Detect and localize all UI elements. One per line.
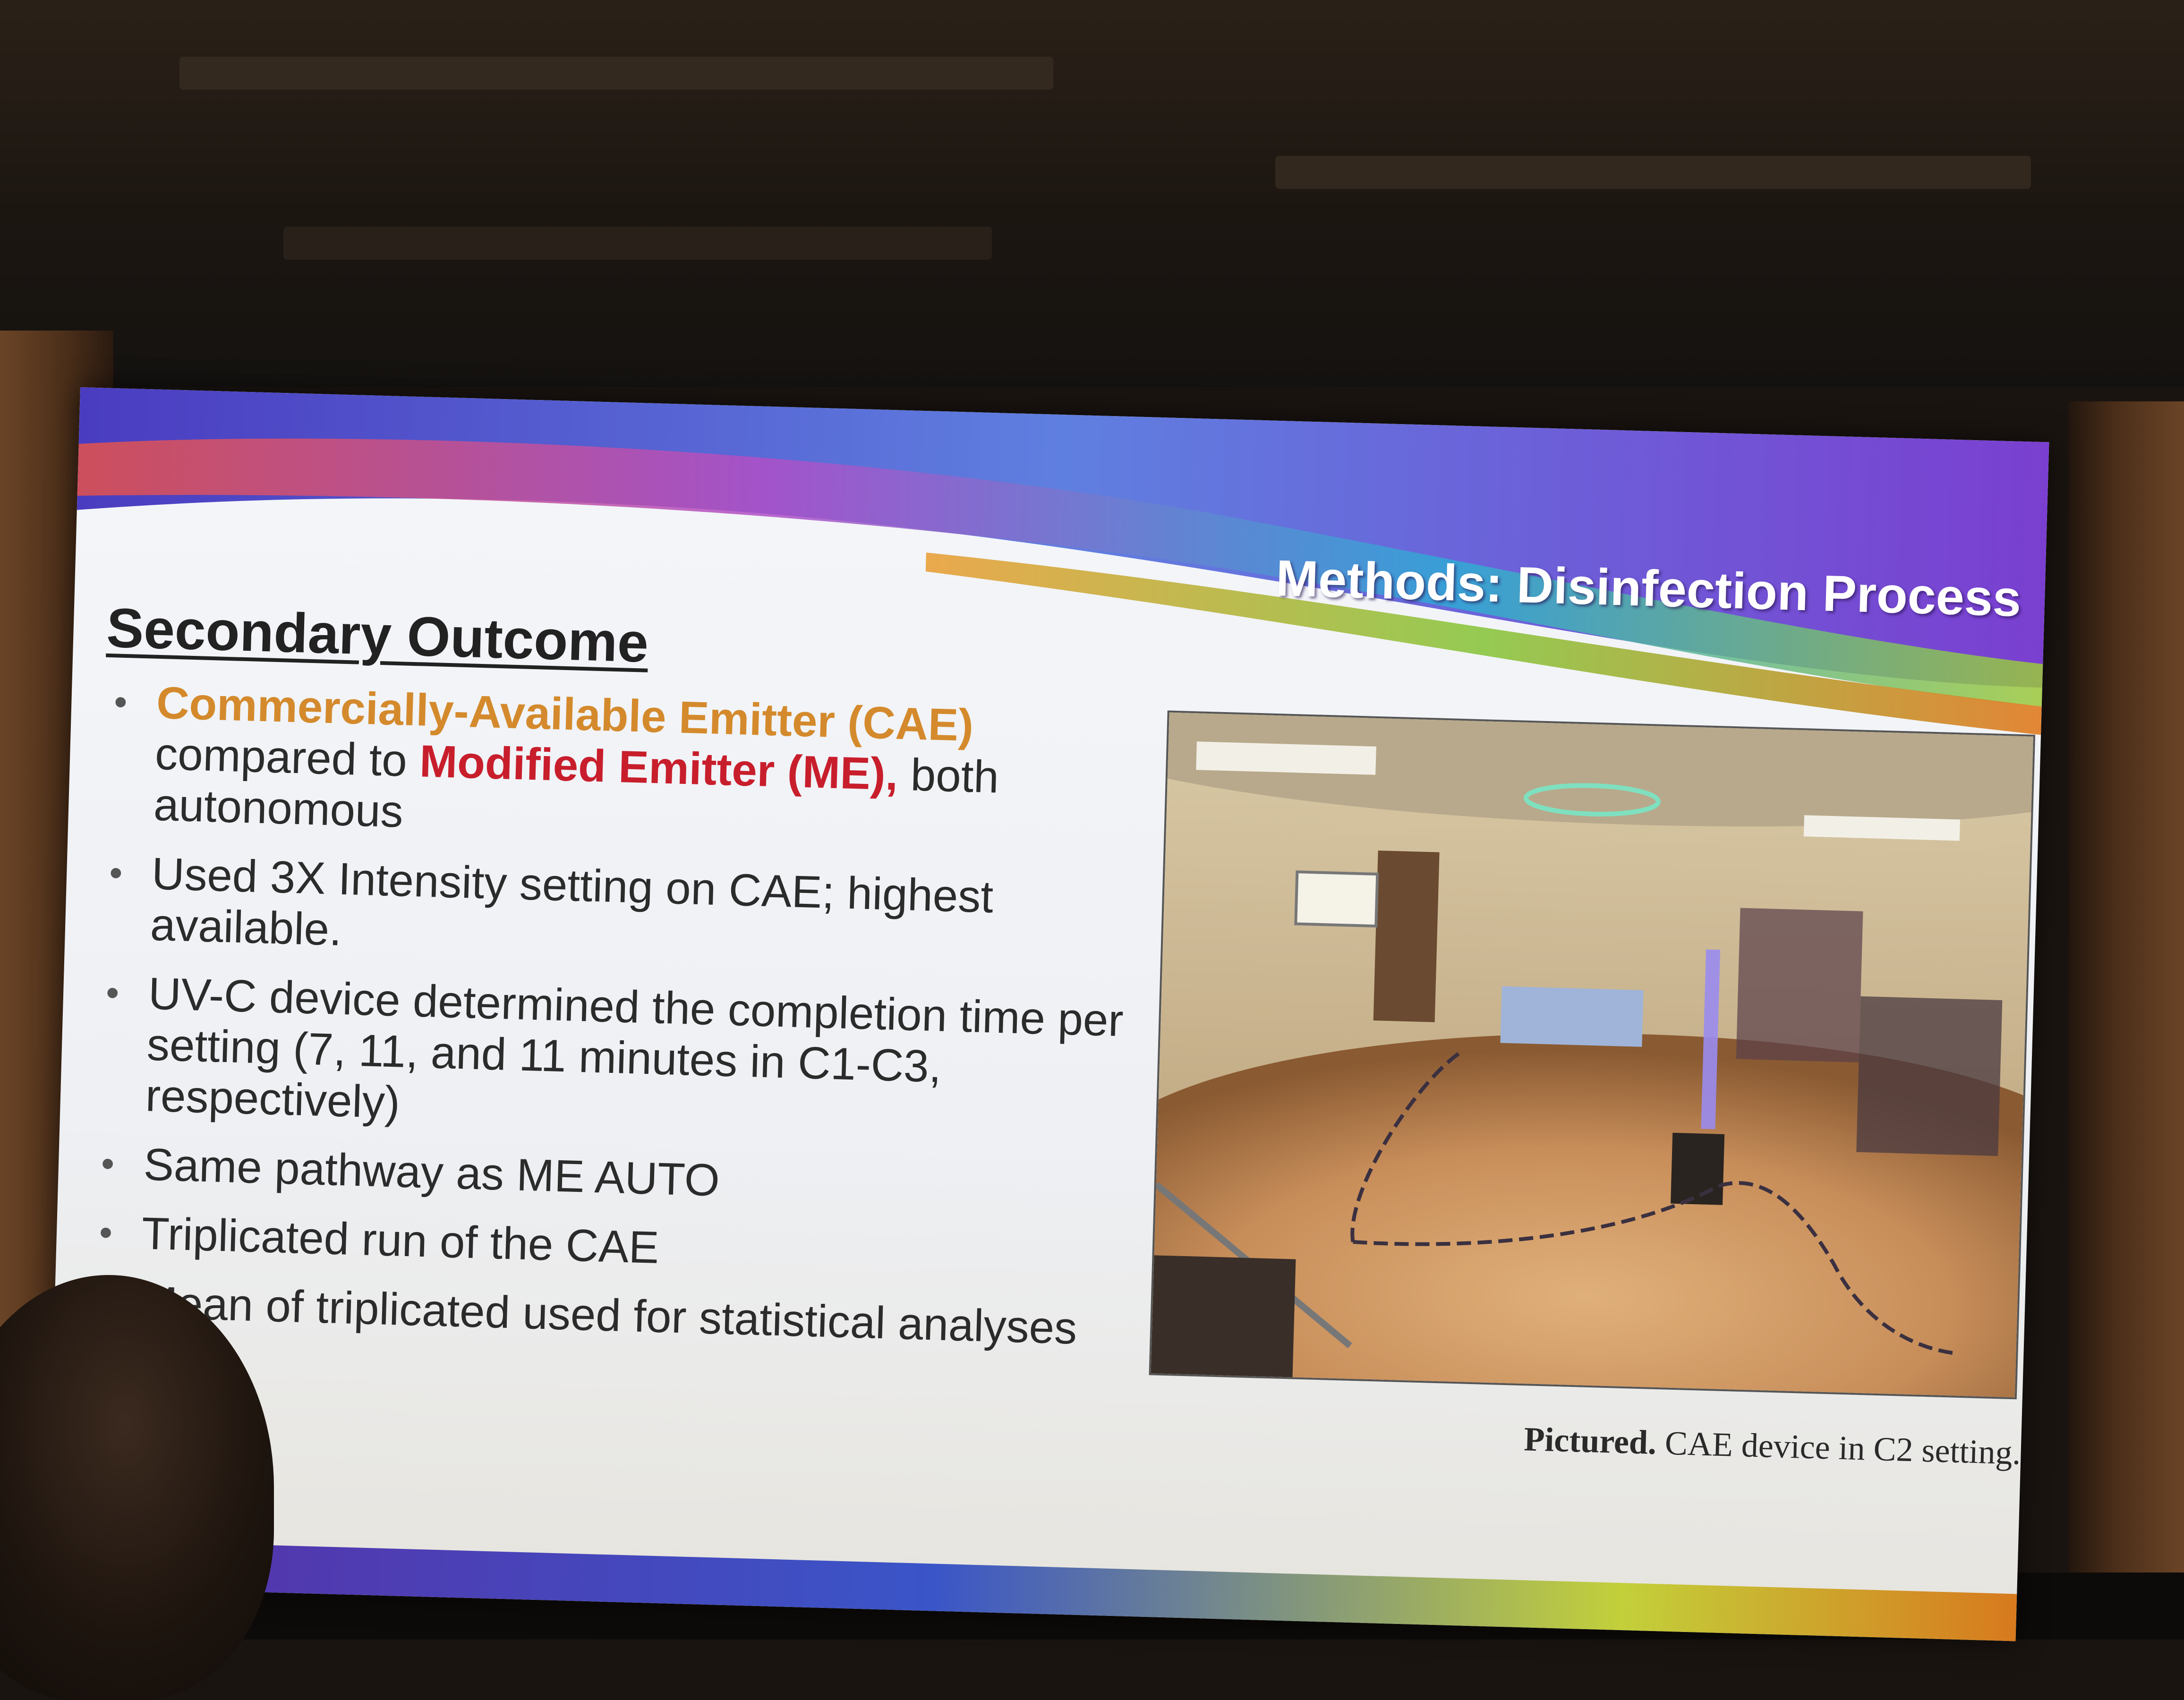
bullet-item: Used 3X Intensity setting on CAE; highes… bbox=[98, 847, 1153, 978]
bullet-item: UV-C device determined the completion ti… bbox=[93, 967, 1150, 1149]
right-wall bbox=[2069, 401, 2184, 1640]
ceiling-light bbox=[1196, 741, 1376, 775]
bullet-list: Commercially-Available Emitter (CAE) com… bbox=[86, 676, 1158, 1374]
slide-header-swoosh bbox=[77, 387, 2049, 735]
bullet-item: Mean of triplicated used for statistical… bbox=[87, 1275, 1141, 1356]
audience-head-silhouette bbox=[0, 1275, 274, 1700]
ceiling-light bbox=[1803, 815, 1960, 841]
bullet-text: Mean of triplicated used for statistical… bbox=[139, 1277, 1078, 1354]
uv-robot bbox=[1671, 1132, 1725, 1205]
auditorium-ceiling bbox=[0, 0, 2184, 387]
bullet-text: UV-C device determined the completion ti… bbox=[145, 968, 1124, 1128]
door bbox=[1373, 850, 1440, 1022]
bullet-item: Commercially-Available Emitter (CAE) com… bbox=[101, 676, 1158, 858]
operating-table bbox=[1500, 986, 1644, 1047]
caption-label: Pictured. bbox=[1523, 1420, 1657, 1462]
photo-caption: Pictured. CAE device in C2 setting. bbox=[1336, 1414, 2022, 1472]
bullet-text: compared to bbox=[154, 728, 420, 787]
bullet-item: Triplicated run of the CAE bbox=[89, 1207, 1143, 1287]
surgical-light bbox=[1523, 783, 1661, 816]
whiteboard bbox=[1294, 870, 1379, 928]
bullet-text: Triplicated run of the CAE bbox=[141, 1208, 660, 1273]
bullet-text: Same pathway as ME AUTO bbox=[143, 1139, 721, 1206]
equipment-cart bbox=[1736, 908, 1863, 1062]
ceiling-beam bbox=[283, 227, 992, 260]
caption-text: CAE device in C2 setting. bbox=[1655, 1424, 2022, 1472]
bullet-item: Same pathway as ME AUTO bbox=[91, 1138, 1145, 1218]
operating-room-photo bbox=[1149, 710, 2036, 1400]
bullet-text: Used 3X Intensity setting on CAE; highes… bbox=[149, 848, 994, 955]
ceiling-beam bbox=[179, 57, 1053, 90]
ceiling-beam bbox=[1275, 156, 2031, 189]
uv-lamp bbox=[1701, 949, 1721, 1130]
presentation-slide: Methods: Disinfection Process Secondary … bbox=[47, 387, 2049, 1641]
